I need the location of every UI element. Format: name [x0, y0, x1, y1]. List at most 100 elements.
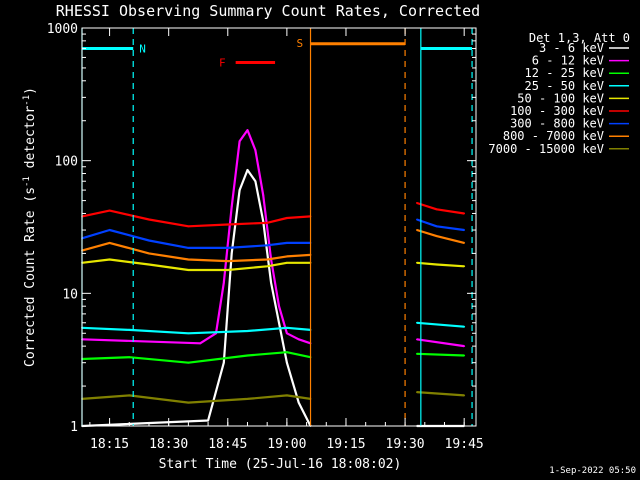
data-point-6-12-kev — [278, 305, 280, 308]
data-point-50-100-kev — [187, 269, 190, 271]
axis-layer: 18:15 18:30 18:45 19:00 19:15 19:30 19:45 1 10 10… — [47, 22, 484, 452]
y-axis-label-sup: -1 — [22, 176, 32, 187]
plot-frame — [81, 27, 477, 427]
data-point-800-7000-kev — [187, 258, 190, 261]
data-point-3-6-kev — [238, 189, 241, 191]
y-axis-label: Corrected Count Rate (s-1 detector-1) — [22, 87, 38, 367]
y-tick-label: 100 — [55, 155, 78, 170]
data-point-6-12-kev — [262, 194, 265, 197]
data-point-7000-15000-kev — [416, 391, 418, 394]
x-tick-label: 19:45 — [445, 437, 484, 452]
data-point-800-7000-kev — [266, 258, 269, 261]
x-tick-label: 19:00 — [267, 437, 306, 452]
data-layer: N F S — [81, 28, 473, 428]
legend-entry-label: 800 - 7000 keV — [503, 129, 604, 143]
data-point-50-100-kev — [266, 265, 269, 268]
data-point-3-6-kev — [230, 252, 233, 255]
data-point-3-6-kev — [270, 281, 273, 284]
data-point-6-12-kev — [199, 342, 202, 345]
data-point-100-300-kev — [108, 209, 111, 212]
x-tick-label: 18:30 — [149, 437, 188, 452]
y-axis-label-part: Corrected Count Rate (s — [23, 187, 38, 367]
data-point-6-12-kev — [463, 345, 466, 348]
series-line-50-100-kev — [81, 258, 311, 272]
y-tick-label: 1 — [70, 420, 78, 435]
data-point-800-7000-kev — [463, 241, 466, 244]
data-point-12-25-kev — [285, 351, 288, 354]
data-point-3-6-kev — [285, 361, 288, 364]
data-point-6-12-kev — [246, 129, 249, 131]
data-point-300-800-kev — [266, 244, 269, 247]
y-axis-label-part: ) — [23, 87, 38, 95]
data-point-7000-15000-kev — [246, 398, 249, 400]
series-line-6-12-kev — [416, 338, 465, 348]
data-point-12-25-kev — [246, 354, 249, 357]
data-point-25-50-kev — [246, 330, 249, 332]
data-point-300-800-kev — [463, 229, 466, 231]
data-point-50-100-kev — [285, 261, 288, 264]
data-point-50-100-kev — [435, 263, 438, 266]
data-point-100-300-kev — [435, 208, 438, 211]
legend-entry-label: 300 - 800 keV — [510, 117, 604, 131]
data-point-100-300-kev — [285, 217, 288, 219]
data-point-800-7000-kev — [435, 235, 438, 238]
data-point-7000-15000-kev — [285, 394, 288, 397]
flag-label-n: N — [139, 43, 146, 56]
footer-timestamp: 1-Sep-2022 05:50 — [549, 466, 636, 476]
data-point-25-50-kev — [416, 321, 418, 324]
data-point-100-300-kev — [148, 218, 150, 221]
legend-entry-label: 7000 - 15000 keV — [488, 142, 604, 156]
data-point-50-100-kev — [148, 263, 150, 266]
chart-title: RHESSI Observing Summary Count Rates, Co… — [56, 2, 480, 20]
data-point-3-6-kev — [278, 321, 280, 324]
series-line-50-100-kev — [416, 261, 465, 268]
series-line-7000-15000-kev — [81, 394, 311, 404]
data-point-6-12-kev — [222, 281, 225, 284]
legend-entry-label: 12 - 25 keV — [525, 66, 604, 80]
data-point-6-12-kev — [285, 332, 288, 335]
flag-label-f: F — [219, 56, 226, 69]
data-point-12-25-kev — [187, 361, 190, 364]
data-point-300-800-kev — [148, 239, 150, 242]
data-point-50-100-kev — [226, 269, 229, 271]
x-tick-label: 19:30 — [386, 437, 425, 452]
data-point-300-800-kev — [285, 241, 288, 244]
series-line-3-6-kev — [81, 168, 312, 428]
data-point-6-12-kev — [230, 205, 233, 208]
legend-entry-label: 100 - 300 keV — [510, 104, 604, 118]
series-line-800-7000-kev — [416, 228, 465, 244]
flag-label-s: S — [297, 37, 304, 50]
data-point-7000-15000-kev — [463, 394, 466, 397]
data-point-300-800-kev — [435, 225, 438, 228]
series-line-25-50-kev — [81, 326, 311, 335]
data-point-6-12-kev — [238, 140, 241, 143]
series-line-25-50-kev — [416, 321, 465, 328]
data-point-50-100-kev — [108, 258, 111, 261]
data-point-800-7000-kev — [416, 229, 418, 231]
data-point-50-100-kev — [463, 265, 466, 268]
data-point-12-25-kev — [128, 356, 131, 359]
legend-entry-label: 3 - 6 keV — [539, 41, 604, 55]
data-point-3-6-kev — [254, 180, 257, 183]
legend-entry-label: 6 - 12 keV — [532, 54, 604, 68]
series-line-7000-15000-kev — [416, 391, 465, 397]
data-point-3-6-kev — [297, 401, 300, 404]
x-axis-label: Start Time (25-Jul-16 18:08:02) — [159, 457, 402, 472]
data-point-800-7000-kev — [285, 255, 288, 258]
data-point-3-6-kev — [222, 361, 225, 364]
data-point-300-800-kev — [226, 247, 229, 249]
series-line-12-25-kev — [416, 352, 465, 357]
y-tick-label: 10 — [62, 287, 78, 302]
data-point-800-7000-kev — [148, 252, 150, 255]
data-point-50-100-kev — [416, 261, 418, 264]
data-point-6-12-kev — [254, 149, 257, 152]
y-axis-label-sup: -1 — [22, 95, 32, 106]
legend-title: Det 1,3, Att 0 — [529, 31, 630, 45]
data-point-100-300-kev — [187, 225, 190, 228]
series-line-12-25-kev — [81, 351, 311, 364]
y-tick-label: 1000 — [47, 22, 78, 37]
data-point-25-50-kev — [285, 326, 288, 329]
